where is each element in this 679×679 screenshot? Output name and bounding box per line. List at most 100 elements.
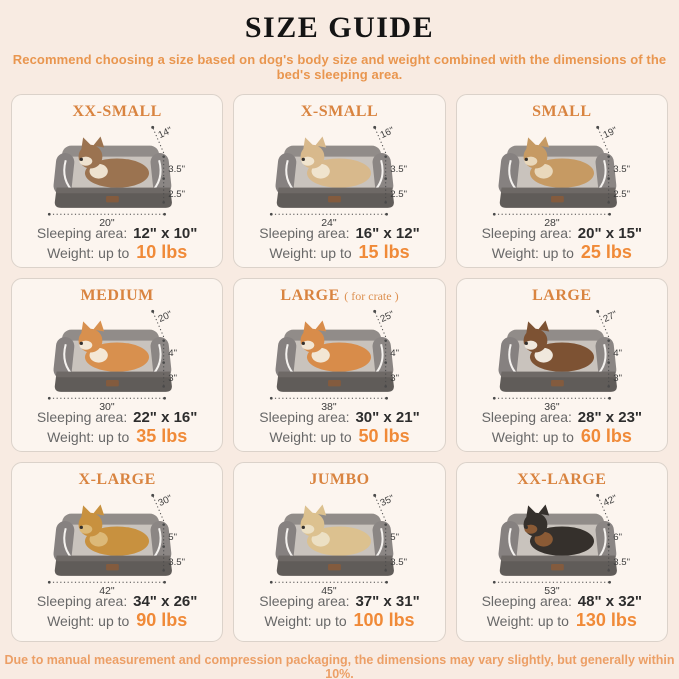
depth-dimension-dot — [373, 125, 377, 129]
bolster-height-dimension: 6" — [607, 523, 622, 548]
weight-value: 90 lbs — [136, 610, 188, 630]
bolster-height-dot-top — [607, 155, 610, 158]
brand-tag — [328, 563, 342, 571]
sleeping-area-label: Sleeping area: — [259, 225, 350, 241]
size-card-title: X-LARGE — [12, 470, 222, 490]
bed-illustration: 35" 5" 3.5" — [234, 488, 444, 596]
dog-bed-front — [54, 344, 173, 392]
bed-diagram: 16" 3.5" 2.5" — [270, 125, 408, 228]
size-card: LARGE ( for crate ) — [233, 278, 446, 452]
size-card: XX-LARGE — [455, 462, 668, 642]
depth-dimension: 27" — [596, 309, 619, 338]
animal-right-ear — [93, 320, 105, 332]
width-dimension-label: 45" — [322, 585, 338, 596]
depth-dimension: 42" — [596, 493, 619, 522]
base-height-dot — [162, 201, 166, 204]
weight-label: Weight: up to — [47, 245, 130, 261]
animal-head — [523, 328, 548, 353]
animal-right-ear — [315, 136, 327, 148]
size-card: SMALL — [455, 94, 668, 268]
size-name: LARGE — [280, 287, 340, 304]
width-dot-left — [270, 580, 274, 584]
animal-nose — [302, 341, 306, 346]
bolster-height-dot-bottom — [607, 545, 610, 548]
dog-photo — [301, 320, 372, 372]
base-height-label: 3.5" — [391, 557, 408, 568]
width-dot-right — [163, 580, 167, 584]
animal-right-ear — [315, 504, 327, 516]
bolster-height-dimension: 4" — [162, 339, 177, 364]
depth-dimension-line — [152, 311, 165, 338]
depth-dimension-label: 25" — [379, 309, 396, 325]
bolster-height-dimension: 5" — [384, 523, 400, 548]
weight-line: Weight: up to 35 lbs — [12, 426, 222, 447]
animal-right-ear — [538, 320, 549, 332]
depth-dimension-label: 20" — [157, 309, 174, 325]
size-name: JUMBO — [309, 471, 370, 488]
bed-illustration: 27" 4" 3" — [457, 304, 667, 412]
base-height-label: 2.5" — [613, 189, 630, 200]
bolster-height-label: 3.5" — [613, 164, 630, 175]
bed-base-lip — [56, 371, 171, 378]
bolster-height-dimension: 3.5" — [607, 155, 630, 180]
sleeping-area-label: Sleeping area: — [481, 225, 572, 241]
width-dimension-label: 53" — [544, 585, 560, 596]
bed-base-lip — [56, 555, 171, 562]
bolster-height-dimension: 5" — [162, 523, 177, 548]
base-height-dot — [162, 385, 166, 388]
size-name-suffix: ( for crate ) — [344, 289, 399, 303]
dog-photo — [78, 504, 150, 556]
base-height-dot — [384, 569, 388, 572]
animal-head — [78, 328, 103, 353]
depth-dimension-dot — [151, 309, 155, 313]
sleeping-area-line: Sleeping area: 34" x 26" — [12, 593, 222, 610]
base-height-dot — [384, 385, 388, 388]
depth-dimension-dot — [151, 493, 155, 497]
brand-tag — [106, 195, 119, 203]
bolster-height-dot-top — [162, 339, 166, 342]
bolster-height-dot-bottom — [607, 177, 610, 180]
depth-dimension-dot — [373, 309, 377, 313]
sleeping-area-line: Sleeping area: 16" x 12" — [234, 225, 444, 242]
depth-dimension: 14" — [151, 125, 174, 154]
animal-nose — [524, 157, 528, 162]
animal-head — [78, 512, 103, 537]
dog-photo — [523, 136, 594, 188]
width-dimension: 20" — [48, 212, 167, 228]
width-dimension: 45" — [270, 580, 389, 596]
bolster-height-dot-top — [384, 155, 388, 158]
bolster-height-dot-bottom — [384, 545, 388, 548]
bolster-height-dot-top — [384, 339, 388, 342]
page-title: SIZE GUIDE — [244, 11, 435, 44]
size-card: MEDIUM — [11, 278, 224, 452]
dog-photo — [523, 320, 594, 372]
base-height-dimension: 3.5" — [384, 550, 408, 572]
sleeping-area-label: Sleeping area: — [481, 409, 572, 425]
bolster-height-label: 6" — [613, 532, 622, 543]
size-card-title: XX-SMALL — [12, 102, 222, 122]
sleeping-area-value: 12" x 10" — [133, 225, 198, 242]
sleeping-area-value: 30" x 21" — [355, 409, 420, 426]
header: SIZE GUIDE Recommend choosing a size bas… — [0, 0, 679, 82]
depth-dimension-line — [597, 495, 609, 522]
depth-dimension: 30" — [151, 493, 174, 522]
dog-photo — [523, 504, 594, 556]
dog-photo — [78, 320, 150, 372]
base-height-dot — [607, 569, 610, 572]
brand-tag — [550, 379, 564, 387]
weight-label: Weight: up to — [47, 613, 130, 629]
width-dimension: 42" — [48, 580, 167, 596]
depth-dimension-label: 42" — [601, 493, 618, 509]
bed-illustration: 14" 3.5" 2.5" — [12, 120, 222, 228]
size-name: X-SMALL — [300, 103, 379, 120]
bolster-height-dot-bottom — [162, 361, 166, 364]
sleeping-area-value: 16" x 12" — [355, 225, 420, 242]
size-card-title: LARGE ( for crate ) — [234, 286, 444, 306]
width-dot-right — [608, 580, 611, 584]
size-name: XX-SMALL — [72, 103, 162, 120]
width-dot-right — [608, 396, 611, 400]
width-dot-left — [492, 580, 496, 584]
sleeping-area-line: Sleeping area: 12" x 10" — [12, 225, 222, 242]
bolster-height-dimension: 4" — [384, 339, 400, 364]
